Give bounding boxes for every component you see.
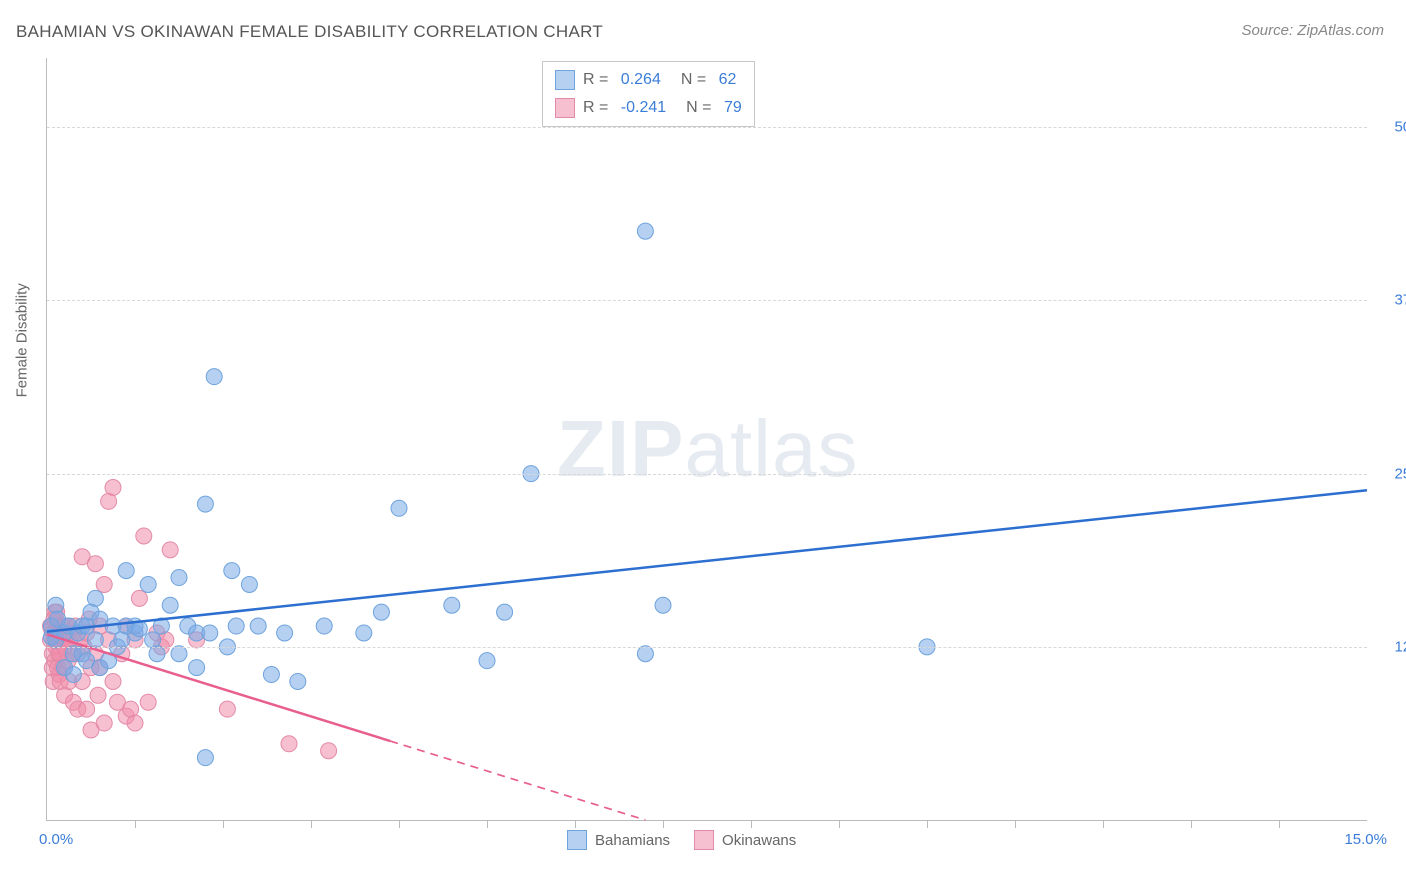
data-point-bahamians bbox=[197, 750, 213, 766]
legend-label-okinawans: Okinawans bbox=[722, 832, 796, 849]
data-point-okinawans bbox=[90, 687, 106, 703]
plot-area: ZIPatlas R = 0.264 N = 62 R = -0.241 N =… bbox=[46, 58, 1367, 821]
x-tick bbox=[311, 820, 312, 828]
x-tick bbox=[663, 820, 664, 828]
data-point-bahamians bbox=[479, 653, 495, 669]
data-point-bahamians bbox=[277, 625, 293, 641]
data-point-okinawans bbox=[96, 715, 112, 731]
regression-line-dash-okinawans bbox=[390, 741, 645, 820]
x-max-label: 15.0% bbox=[1344, 831, 1387, 848]
y-tick-label: 37.5% bbox=[1377, 292, 1406, 309]
data-point-okinawans bbox=[131, 590, 147, 606]
data-point-bahamians bbox=[118, 563, 134, 579]
data-point-bahamians bbox=[65, 667, 81, 683]
swatch-okinawans-bottom bbox=[694, 830, 714, 850]
data-point-bahamians bbox=[206, 369, 222, 385]
data-point-bahamians bbox=[202, 625, 218, 641]
data-point-okinawans bbox=[79, 701, 95, 717]
gridline bbox=[47, 300, 1367, 301]
swatch-bahamians-bottom bbox=[567, 830, 587, 850]
data-point-bahamians bbox=[228, 618, 244, 634]
y-tick-label: 50.0% bbox=[1377, 119, 1406, 136]
data-point-bahamians bbox=[497, 604, 513, 620]
x-tick bbox=[839, 820, 840, 828]
y-tick-label: 25.0% bbox=[1377, 465, 1406, 482]
x-tick bbox=[927, 820, 928, 828]
data-point-bahamians bbox=[391, 500, 407, 516]
x-tick bbox=[399, 820, 400, 828]
data-point-bahamians bbox=[655, 597, 671, 613]
gridline bbox=[47, 127, 1367, 128]
data-point-bahamians bbox=[140, 576, 156, 592]
data-point-bahamians bbox=[162, 597, 178, 613]
x-tick bbox=[135, 820, 136, 828]
y-tick-label: 12.5% bbox=[1377, 638, 1406, 655]
x-tick bbox=[575, 820, 576, 828]
regression-line-bahamians bbox=[47, 490, 1367, 631]
x-min-label: 0.0% bbox=[39, 831, 73, 848]
data-point-bahamians bbox=[290, 673, 306, 689]
data-point-bahamians bbox=[87, 590, 103, 606]
data-point-bahamians bbox=[373, 604, 389, 620]
legend-item-bahamians: Bahamians bbox=[567, 830, 670, 850]
legend-label-bahamians: Bahamians bbox=[595, 832, 670, 849]
data-point-okinawans bbox=[127, 715, 143, 731]
y-axis-title: Female Disability bbox=[14, 283, 31, 397]
chart-container: BAHAMIAN VS OKINAWAN FEMALE DISABILITY C… bbox=[0, 0, 1406, 892]
data-point-bahamians bbox=[189, 660, 205, 676]
chart-title: BAHAMIAN VS OKINAWAN FEMALE DISABILITY C… bbox=[16, 22, 603, 42]
data-point-okinawans bbox=[105, 479, 121, 495]
data-point-bahamians bbox=[263, 667, 279, 683]
data-point-okinawans bbox=[105, 673, 121, 689]
series-legend: Bahamians Okinawans bbox=[567, 830, 796, 850]
data-point-bahamians bbox=[197, 496, 213, 512]
data-point-okinawans bbox=[321, 743, 337, 759]
data-point-bahamians bbox=[241, 576, 257, 592]
data-point-okinawans bbox=[281, 736, 297, 752]
data-point-bahamians bbox=[250, 618, 266, 634]
x-tick bbox=[1103, 820, 1104, 828]
data-point-okinawans bbox=[136, 528, 152, 544]
data-point-bahamians bbox=[444, 597, 460, 613]
data-point-bahamians bbox=[356, 625, 372, 641]
x-tick bbox=[487, 820, 488, 828]
data-point-bahamians bbox=[316, 618, 332, 634]
x-tick bbox=[751, 820, 752, 828]
data-point-bahamians bbox=[87, 632, 103, 648]
data-point-okinawans bbox=[140, 694, 156, 710]
data-point-bahamians bbox=[171, 570, 187, 586]
data-point-bahamians bbox=[637, 223, 653, 239]
data-point-okinawans bbox=[219, 701, 235, 717]
data-point-okinawans bbox=[96, 576, 112, 592]
x-tick bbox=[223, 820, 224, 828]
data-point-okinawans bbox=[87, 556, 103, 572]
x-tick bbox=[1191, 820, 1192, 828]
source-label: Source: ZipAtlas.com bbox=[1241, 22, 1384, 39]
legend-item-okinawans: Okinawans bbox=[694, 830, 796, 850]
data-point-bahamians bbox=[637, 646, 653, 662]
data-point-bahamians bbox=[149, 646, 165, 662]
x-tick bbox=[1279, 820, 1280, 828]
plot-svg bbox=[47, 58, 1367, 820]
gridline bbox=[47, 647, 1367, 648]
data-point-bahamians bbox=[224, 563, 240, 579]
x-tick bbox=[1015, 820, 1016, 828]
gridline bbox=[47, 474, 1367, 475]
data-point-okinawans bbox=[162, 542, 178, 558]
data-point-bahamians bbox=[171, 646, 187, 662]
